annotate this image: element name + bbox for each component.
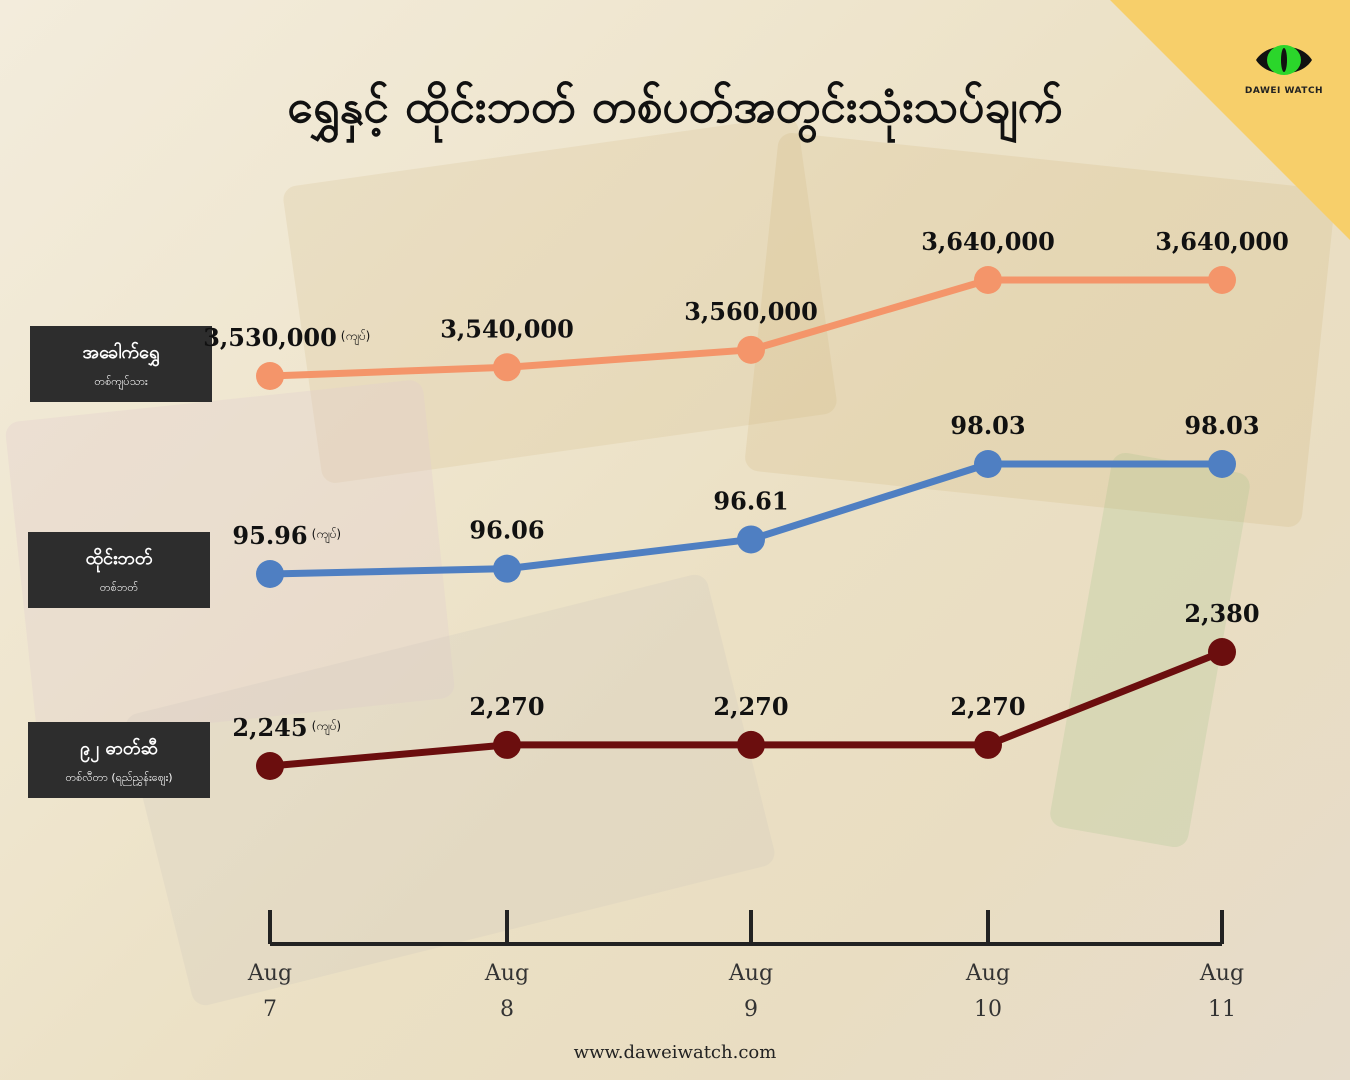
x-tick-label-month: Aug [1199,961,1244,986]
unit-label: (ကျပ်) [312,526,341,544]
x-tick-label-month: Aug [728,961,773,986]
data-point [493,730,521,759]
series-label-sub: တစ်ဘတ် [99,581,139,594]
data-point [974,266,1002,294]
data-label: 2,270 [713,692,788,721]
x-tick-label-month: Aug [965,961,1010,986]
series-label-fuel: ၉၂ ဓာတ်ဆီ တစ်လီတာ (ရည်ညွှန်းဈေး) [28,722,210,798]
data-point [737,525,765,554]
data-point [737,335,765,364]
logo-text: DAWEI WATCH [1244,86,1324,96]
data-label: 3,540,000 [440,314,574,343]
x-tick-label-day: 9 [744,997,758,1022]
data-point [493,353,521,382]
data-label: 3,640,000 [921,227,1055,256]
x-tick-label-day: 11 [1208,997,1236,1022]
data-point [1208,266,1236,294]
data-point [974,730,1002,759]
website-url: www.daweiwatch.com [573,1042,777,1063]
data-label: 3,530,000 [203,323,337,352]
data-label: 98.03 [950,411,1025,440]
logo: DAWEI WATCH [1236,38,1332,96]
data-label: 2,270 [950,692,1025,721]
data-label: 2,245 [232,713,307,742]
data-label: 96.06 [469,516,544,545]
unit-label: (ကျပ်) [341,328,370,346]
x-tick-label-month: Aug [484,961,529,986]
data-point [256,752,284,780]
data-label: 3,640,000 [1155,227,1289,256]
data-label: 2,380 [1184,599,1259,628]
data-point [737,730,765,759]
page-title: ရွှေနှင့် ထိုင်းဘတ် တစ်ပတ်အတွင်းသုံးသပ်ခ… [287,79,1063,133]
data-point [256,560,284,588]
unit-label: (ကျပ်) [312,718,341,736]
corner-decoration [1110,0,1350,240]
data-label: 3,560,000 [684,297,818,326]
series-label-main: အခေါက်ရွှေ [82,342,160,363]
data-point [493,554,521,583]
data-label: 95.96 [232,521,307,550]
x-tick-label-month: Aug [247,961,292,986]
series-label-sub: တစ်လီတာ (ရည်ညွှန်းဈေး) [65,771,173,784]
data-label: 2,270 [469,692,544,721]
x-tick-label-day: 10 [974,997,1002,1022]
series-line [269,460,1222,578]
data-label: 96.61 [713,486,788,515]
series-label-baht: ထိုင်းဘတ် တစ်ဘတ် [28,532,210,608]
x-tick-label-day: 8 [500,997,514,1022]
series-label-main: ထိုင်းဘတ် [85,548,153,569]
eye-logo-icon [1256,45,1312,75]
series-label-gold: အခေါက်ရွှေ တစ်ကျပ်သား [30,326,212,402]
series-label-main: ၉၂ ဓာတ်ဆီ [80,738,158,759]
data-label: 98.03 [1184,411,1259,440]
data-point [1208,450,1236,478]
series-label-sub: တစ်ကျပ်သား [94,375,148,388]
x-tick-label-day: 7 [263,997,277,1022]
data-point [974,450,1002,478]
data-point [1208,638,1236,666]
data-point [256,362,284,390]
